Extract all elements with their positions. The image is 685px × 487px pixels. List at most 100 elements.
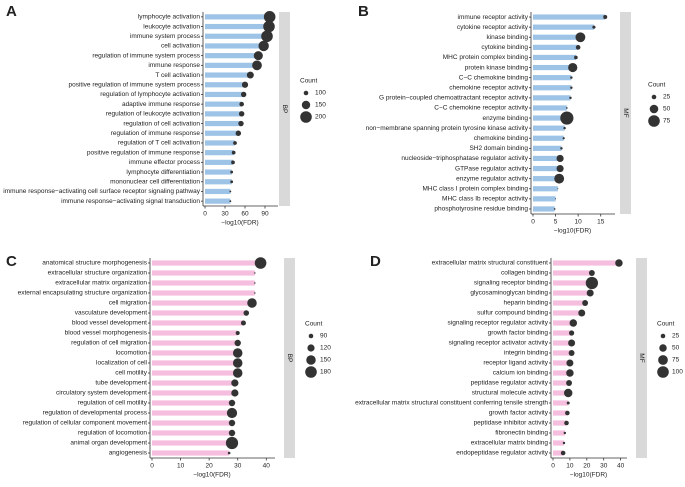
x-tick-label: 40 <box>263 463 271 470</box>
legend-label: 100 <box>315 90 326 97</box>
category-label: receptor ligand activity <box>483 360 548 367</box>
bar <box>553 350 572 356</box>
bar <box>553 310 582 316</box>
category-label: locomotion <box>116 350 148 357</box>
x-axis-label: −log10(FDR) <box>193 472 230 479</box>
bar <box>205 120 241 127</box>
dot <box>566 359 574 367</box>
dot <box>603 15 608 20</box>
dot <box>243 310 250 316</box>
dot <box>231 389 239 397</box>
bar <box>553 300 586 306</box>
bar <box>533 206 555 212</box>
strip <box>284 258 295 458</box>
legend-label: 50 <box>663 106 671 113</box>
dot <box>566 107 568 109</box>
bar <box>205 72 251 78</box>
dot <box>564 420 569 426</box>
dot <box>582 300 589 306</box>
bar <box>553 330 572 336</box>
panel-label: D <box>370 253 381 270</box>
bar <box>553 410 568 416</box>
legend-label: 150 <box>315 102 326 109</box>
strip-label: MF <box>638 353 645 362</box>
dot <box>246 71 254 79</box>
bar <box>152 330 238 336</box>
category-label: MHC class Ib receptor activity <box>442 196 529 203</box>
legend-dot <box>307 344 315 352</box>
bar <box>152 420 232 426</box>
legend-label: 150 <box>320 357 331 364</box>
category-label: T cell activation <box>155 72 200 79</box>
bar <box>553 290 591 296</box>
legend-dot <box>303 90 309 96</box>
bar <box>533 155 561 162</box>
dot <box>568 350 575 356</box>
bar <box>152 280 255 286</box>
category-label: immune response−activating cell surface … <box>3 188 200 195</box>
category-label: cell activation <box>161 43 200 50</box>
dot <box>226 407 238 419</box>
bar <box>553 340 572 346</box>
bar <box>533 105 567 111</box>
legend-title: Count <box>305 321 323 328</box>
dot <box>261 30 273 43</box>
x-axis-label: −log10(FDR) <box>570 472 607 479</box>
category-label: regulation of locomotion <box>78 430 147 437</box>
dot <box>263 20 275 33</box>
bar <box>152 430 232 436</box>
dot <box>588 270 595 276</box>
bar <box>533 34 581 40</box>
dot <box>252 60 262 71</box>
bar <box>152 380 235 386</box>
legend-label: 100 <box>672 369 683 376</box>
category-label: external encapsulating structure organiz… <box>18 290 148 297</box>
strip <box>279 12 290 206</box>
category-label: regulation of T cell activation <box>118 140 201 147</box>
bar <box>533 186 558 192</box>
category-label: anatomical structure morphogenesis <box>42 260 148 267</box>
bar <box>152 290 255 296</box>
category-label: cytokine binding <box>481 44 528 51</box>
dot <box>575 32 586 43</box>
legend-label: 75 <box>672 357 680 364</box>
x-tick-label: 0 <box>203 211 207 218</box>
category-label: SH2 domain binding <box>469 145 528 152</box>
category-label: regulation of cellular component movemen… <box>23 420 147 427</box>
dot <box>232 348 243 358</box>
x-tick-label: 0 <box>150 463 154 470</box>
bar <box>205 101 242 107</box>
legend-dot <box>301 100 311 110</box>
category-label: endopeptidase regulator activity <box>456 450 549 457</box>
category-label: positive regulation of immune system pro… <box>68 81 200 88</box>
category-label: collagen binding <box>501 270 548 277</box>
x-axis-label: −log10(FDR) <box>221 220 258 227</box>
dot <box>563 388 573 398</box>
x-tick-label: 5 <box>554 219 558 226</box>
bar <box>152 410 232 416</box>
dot <box>568 62 578 73</box>
category-label: enzyme binding <box>482 115 528 122</box>
bar <box>533 54 576 61</box>
dot <box>240 91 247 98</box>
bar <box>553 360 570 366</box>
dot <box>574 55 578 60</box>
category-label: GTPase regulator activity <box>455 165 529 172</box>
x-tick-label: 40 <box>617 463 625 470</box>
dot <box>253 51 263 61</box>
dot <box>585 276 599 290</box>
x-tick-label: 30 <box>600 463 608 470</box>
category-label: regulation of cell motility <box>78 400 148 407</box>
dot <box>615 259 623 267</box>
category-label: calcium ion binding <box>493 370 549 377</box>
bar <box>152 300 252 306</box>
dot <box>586 289 594 297</box>
x-tick-label: 90 <box>261 211 269 218</box>
dot <box>563 431 567 435</box>
dot <box>228 429 236 437</box>
bar <box>205 130 239 136</box>
category-label: angiogenesis <box>109 450 148 457</box>
bar <box>533 176 560 182</box>
category-label: protein kinase binding <box>465 64 529 71</box>
